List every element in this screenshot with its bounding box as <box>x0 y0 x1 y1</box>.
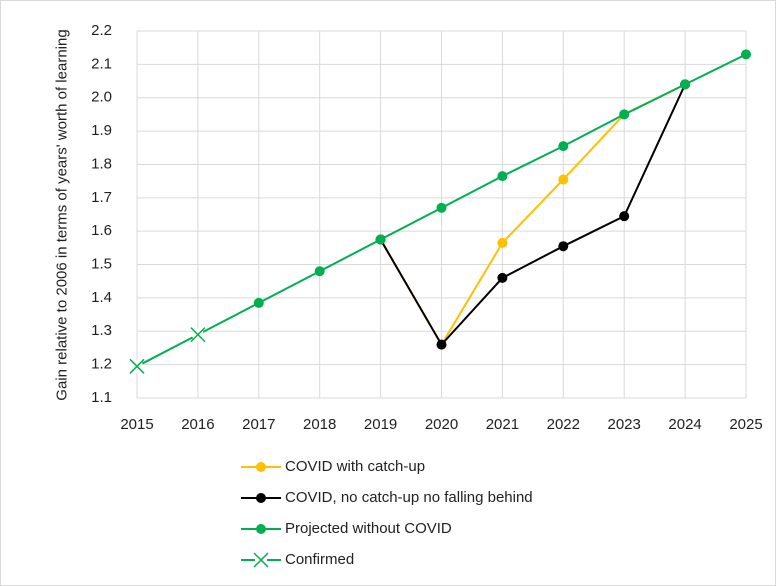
data-point <box>253 297 264 308</box>
data-point <box>314 266 325 277</box>
y-tick-label: 1.7 <box>91 189 112 206</box>
x-tick-label: 2020 <box>425 416 458 433</box>
data-point <box>497 272 508 283</box>
x-tick-label: 2015 <box>120 416 153 433</box>
data-point <box>190 327 206 343</box>
x-tick-label: 2022 <box>547 416 580 433</box>
y-tick-label: 1.8 <box>91 155 112 172</box>
y-axis-label: Gain relative to 2006 in terms of years'… <box>53 29 71 401</box>
data-point <box>558 141 569 152</box>
legend-label: COVID, no catch-up no falling behind <box>285 489 533 506</box>
series-line <box>136 333 199 368</box>
y-tick-label: 1.1 <box>91 389 112 406</box>
x-tick-label: 2025 <box>729 416 762 433</box>
x-tick-label: 2024 <box>668 416 701 433</box>
data-point <box>741 49 751 60</box>
data-point <box>436 202 447 213</box>
legend-marker <box>253 552 269 568</box>
data-point <box>129 358 145 374</box>
x-tick-label: 2023 <box>608 416 641 433</box>
data-point <box>375 234 386 245</box>
y-tick-label: 2.0 <box>91 89 112 106</box>
x-tick-label: 2016 <box>181 416 214 433</box>
legend-label: Projected without COVID <box>285 520 452 537</box>
x-tick-label: 2019 <box>364 416 397 433</box>
y-tick-label: 1.4 <box>91 289 112 306</box>
y-tick-label: 1.3 <box>91 322 112 339</box>
y-tick-label: 1.6 <box>91 222 112 239</box>
x-tick-label: 2018 <box>303 416 336 433</box>
data-point <box>558 174 569 185</box>
series-line <box>197 53 747 336</box>
legend-marker <box>256 462 266 472</box>
data-point <box>619 211 630 222</box>
data-point <box>436 339 447 350</box>
series-line <box>379 83 687 347</box>
data-point <box>497 237 508 248</box>
x-tick-label: 2021 <box>486 416 519 433</box>
y-tick-label: 1.9 <box>91 122 112 139</box>
legend-label: COVID with catch-up <box>285 458 425 475</box>
data-point <box>558 241 569 252</box>
data-point <box>497 171 508 182</box>
data-point <box>619 109 630 120</box>
legend-marker <box>256 493 266 503</box>
x-tick-label: 2017 <box>242 416 275 433</box>
legend-label: Confirmed <box>285 551 354 568</box>
y-tick-label: 1.2 <box>91 356 112 373</box>
legend-marker <box>256 524 266 534</box>
data-point <box>680 79 691 90</box>
y-tick-label: 1.5 <box>91 256 112 273</box>
y-tick-label: 2.2 <box>91 22 112 39</box>
y-tick-label: 2.1 <box>91 55 112 72</box>
